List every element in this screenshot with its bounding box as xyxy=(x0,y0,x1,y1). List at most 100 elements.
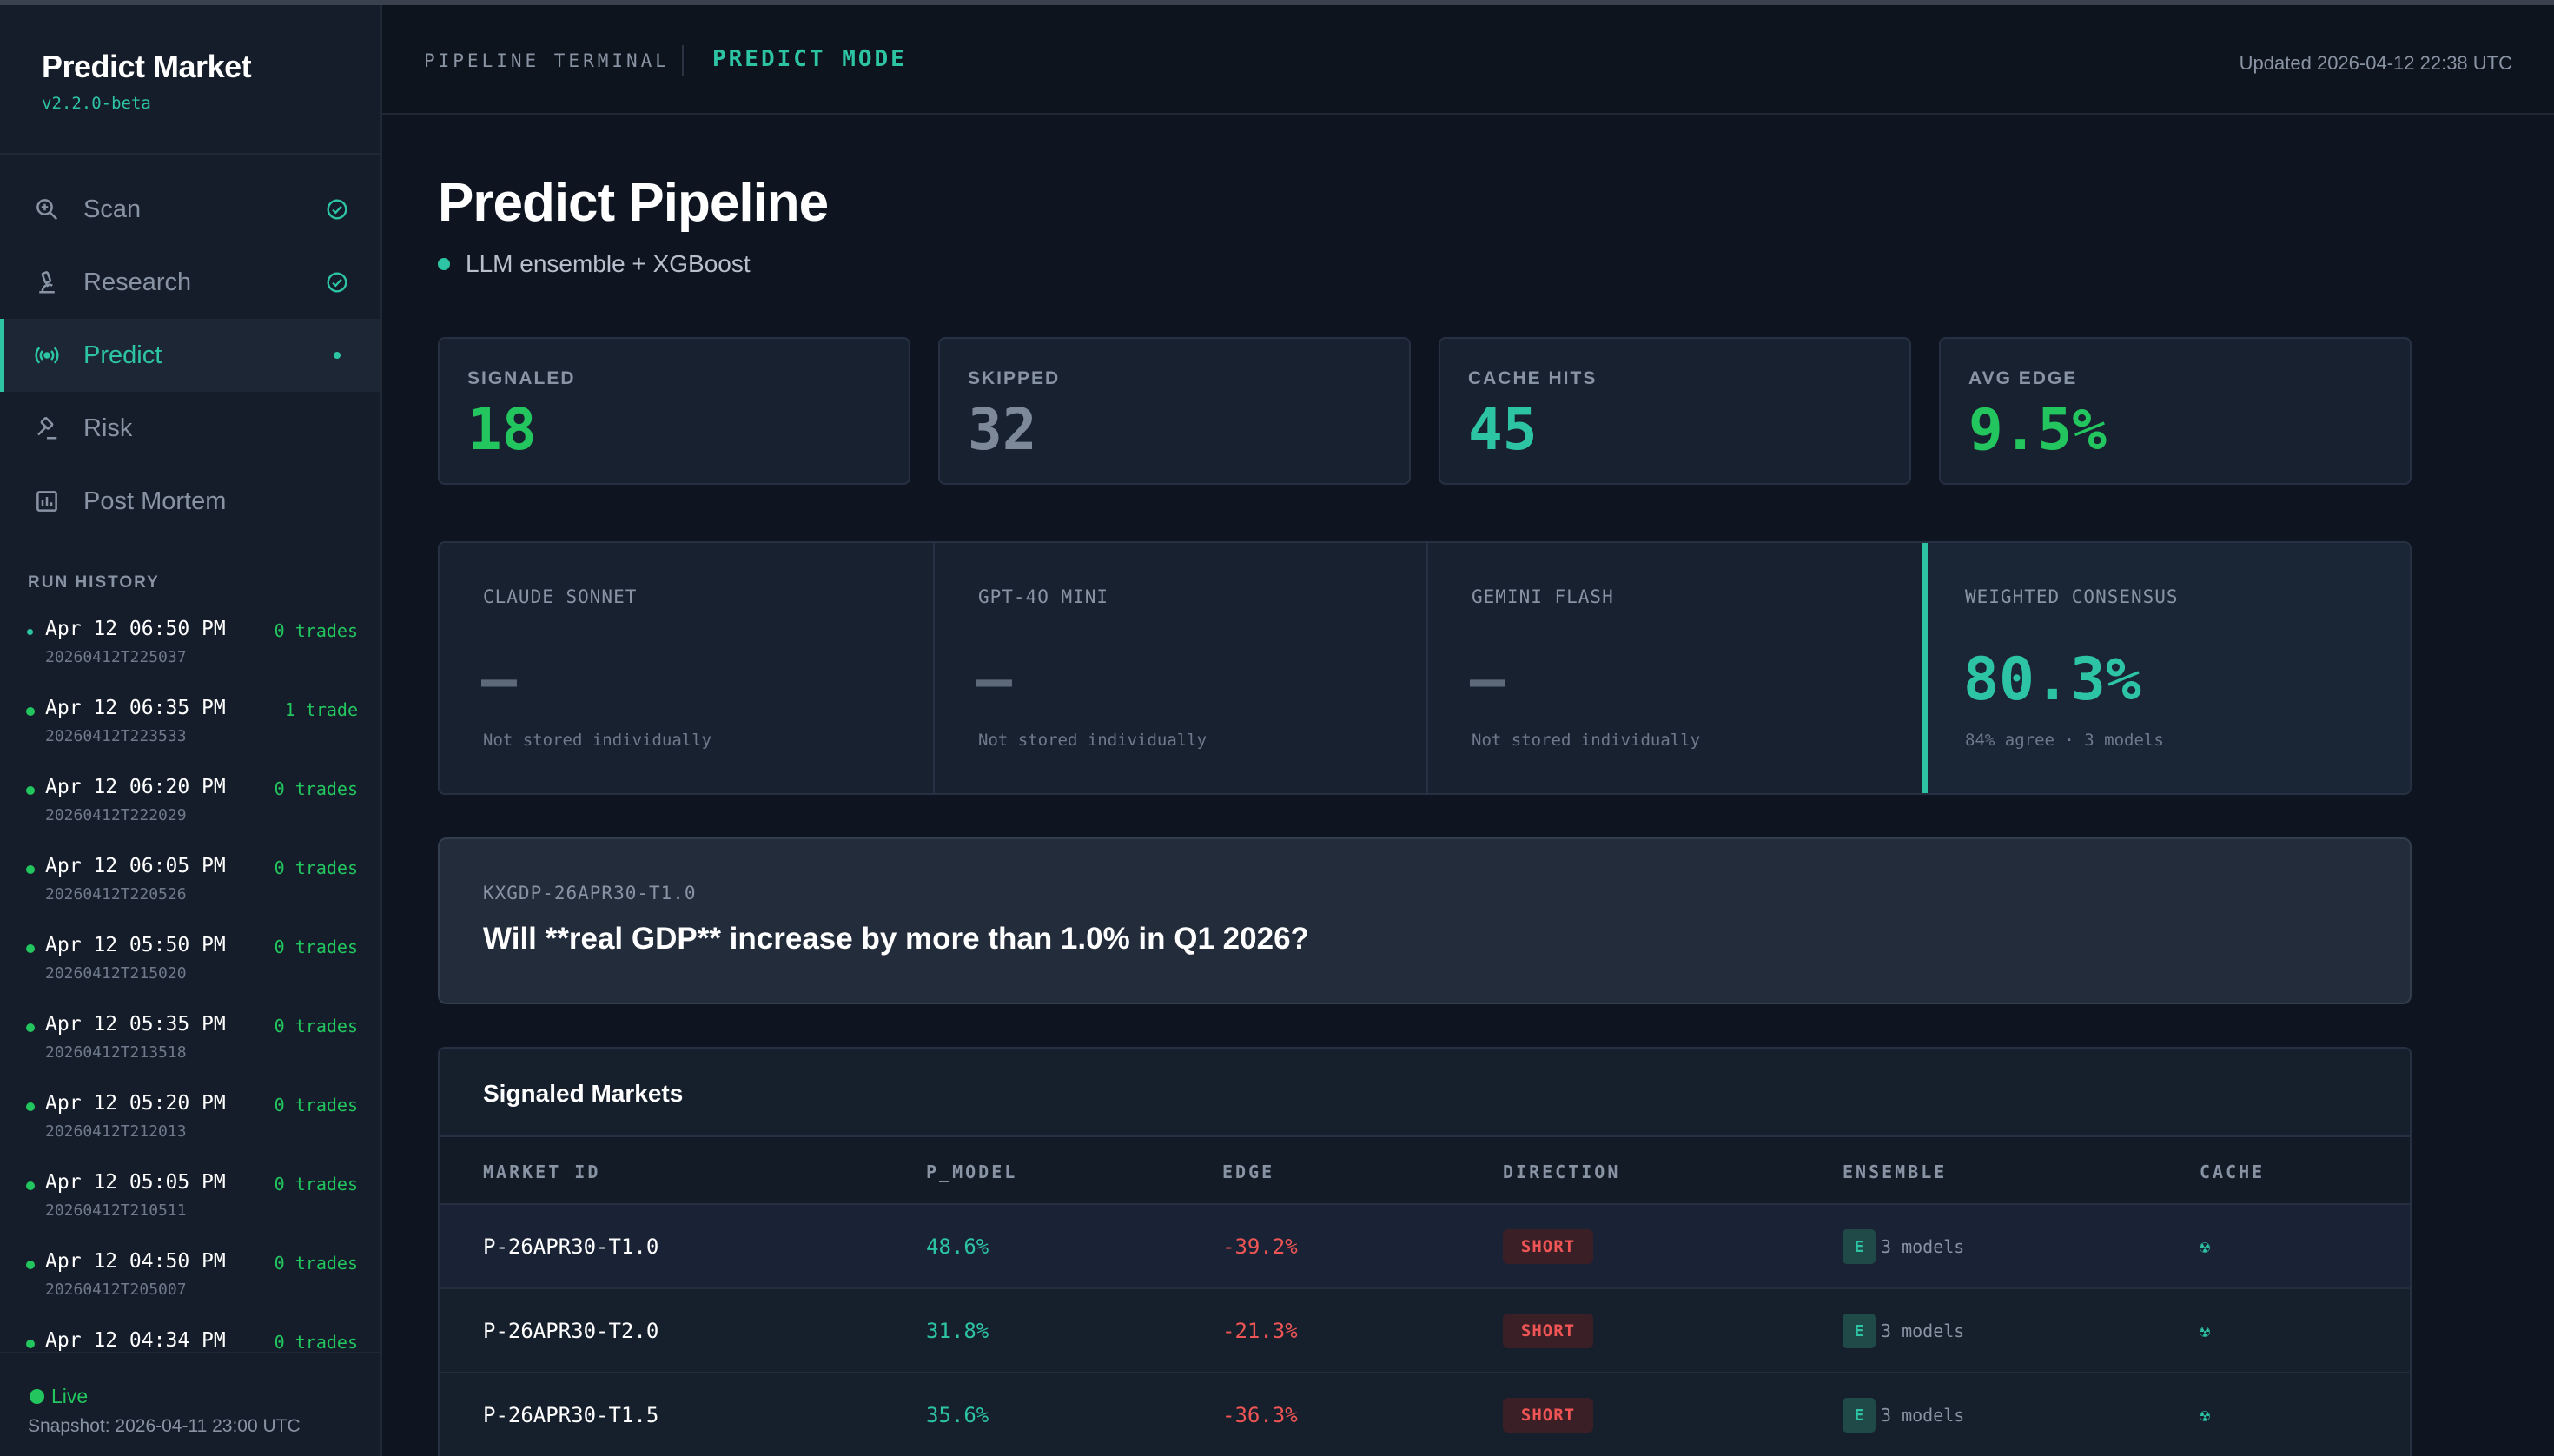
sidebar-item-risk[interactable]: Risk xyxy=(0,392,380,465)
status-dot-icon xyxy=(26,1023,35,1032)
run-item[interactable]: Apr 12 06:35 PM 20260412T223533 1 trade xyxy=(0,692,380,771)
run-history-list[interactable]: Apr 12 06:50 PM 20260412T225037 0 trades… xyxy=(0,613,380,1352)
p-model-cell: 48.6% xyxy=(926,1234,989,1259)
status-dot-icon xyxy=(26,1261,35,1269)
stat-label: SKIPPED xyxy=(968,368,1061,388)
edge-cell: -36.3% xyxy=(1222,1403,1298,1427)
scan-icon xyxy=(33,195,61,223)
column-header[interactable]: MARKET ID xyxy=(483,1161,601,1182)
run-trades: 1 trade xyxy=(284,699,358,720)
status-dot-icon xyxy=(26,1102,35,1111)
table-row[interactable]: P-26APR30-T2.0 31.8% -21.3% SHORT E 3 mo… xyxy=(440,1289,2410,1373)
run-item[interactable]: Apr 12 04:50 PM 20260412T205007 0 trades xyxy=(0,1246,380,1325)
stat-card-signaled: SIGNALED 18 xyxy=(438,337,910,485)
page-subtitle: LLM ensemble + XGBoost xyxy=(438,250,751,278)
status-dot-icon xyxy=(27,629,33,635)
sidebar-item-label: Risk xyxy=(83,414,133,442)
run-item[interactable]: Apr 12 06:05 PM 20260412T220526 0 trades xyxy=(0,850,380,930)
run-trades: 0 trades xyxy=(274,778,358,799)
model-panel: CLAUDE SONNET — Not stored individually … xyxy=(438,541,2412,795)
model-note: Not stored individually xyxy=(1472,731,1701,750)
snapshot-time: Snapshot: 2026-04-11 23:00 UTC xyxy=(28,1416,301,1436)
divider xyxy=(0,153,380,155)
column-header[interactable]: CACHE xyxy=(2200,1161,2266,1182)
direction-badge: SHORT xyxy=(1503,1314,1593,1348)
signaled-markets-table: Signaled Markets MARKET ID P_MODEL EDGE … xyxy=(438,1047,2412,1456)
check-circle-icon xyxy=(325,197,349,222)
run-trades: 0 trades xyxy=(274,857,358,878)
cache-icon: ☢ xyxy=(2200,1405,2211,1426)
ensemble-badge: E xyxy=(1843,1314,1876,1348)
run-id: 20260412T213518 xyxy=(45,1043,187,1062)
page-title: Predict Pipeline xyxy=(438,173,829,233)
market-id-cell: P-26APR30-T2.0 xyxy=(483,1319,659,1343)
stat-card-cache-hits: CACHE HITS 45 xyxy=(1439,337,1911,485)
run-item[interactable]: Apr 12 05:50 PM 20260412T215020 0 trades xyxy=(0,930,380,1009)
sidebar-item-label: Predict xyxy=(83,341,162,369)
mode-label: PREDICT MODE xyxy=(712,46,907,72)
model-card-claude-sonnet: CLAUDE SONNET — Not stored individually xyxy=(440,543,935,793)
market-question-card[interactable]: KXGDP-26APR30-T1.0 Will **real GDP** inc… xyxy=(438,837,2412,1004)
terminal-label: PIPELINE TERMINAL xyxy=(424,50,670,71)
column-header[interactable]: ENSEMBLE xyxy=(1843,1161,1948,1182)
edge-cell: -39.2% xyxy=(1222,1234,1298,1259)
weighted-consensus-card: WEIGHTED CONSENSUS 80.3% 84% agree · 3 m… xyxy=(1922,543,2410,793)
stat-label: SIGNALED xyxy=(467,368,576,388)
run-id: 20260412T215020 xyxy=(45,964,187,983)
status-dot-icon xyxy=(26,944,35,953)
run-id: 20260412T220526 xyxy=(45,885,187,903)
chart-box-icon xyxy=(33,487,61,515)
run-time: Apr 12 05:20 PM xyxy=(45,1092,226,1115)
run-trades: 0 trades xyxy=(274,1253,358,1274)
run-time: Apr 12 05:05 PM xyxy=(45,1171,226,1194)
sidebar-item-research[interactable]: Research xyxy=(0,246,380,319)
run-id: 20260412T212013 xyxy=(45,1122,187,1141)
broadcast-icon xyxy=(33,341,61,369)
run-time: Apr 12 04:34 PM xyxy=(45,1329,226,1352)
sidebar-item-post-mortem[interactable]: Post Mortem xyxy=(0,465,380,538)
check-circle-icon xyxy=(325,270,349,295)
edge-cell: -21.3% xyxy=(1222,1319,1298,1343)
model-value: — xyxy=(976,645,1012,714)
p-model-cell: 35.6% xyxy=(926,1403,989,1427)
brand-title: Predict Market xyxy=(42,49,252,84)
stat-value: 32 xyxy=(968,396,1037,463)
sidebar-item-label: Post Mortem xyxy=(83,486,227,515)
run-item[interactable]: Apr 12 06:50 PM 20260412T225037 0 trades xyxy=(0,613,380,692)
sidebar-item-scan[interactable]: Scan xyxy=(0,173,380,246)
model-card-gemini-flash: GEMINI FLASH — Not stored individually xyxy=(1428,543,1922,793)
run-item[interactable]: Apr 12 04:34 PM 0 trades xyxy=(0,1325,380,1352)
live-dot-icon xyxy=(30,1389,44,1404)
run-item[interactable]: Apr 12 06:20 PM 20260412T222029 0 trades xyxy=(0,771,380,850)
stat-label: AVG EDGE xyxy=(1968,368,2078,388)
market-id-cell: P-26APR30-T1.0 xyxy=(483,1234,659,1259)
status-dot-icon xyxy=(26,865,35,874)
stat-label: CACHE HITS xyxy=(1468,368,1598,388)
window-top-border xyxy=(0,0,2554,5)
model-value: — xyxy=(481,645,517,714)
run-trades: 0 trades xyxy=(274,1174,358,1195)
stat-value: 45 xyxy=(1468,396,1538,463)
run-item[interactable]: Apr 12 05:20 PM 20260412T212013 0 trades xyxy=(0,1088,380,1167)
ensemble-cell: 3 models xyxy=(1881,1405,1965,1426)
sidebar-item-label: Scan xyxy=(83,195,142,223)
run-item[interactable]: Apr 12 05:05 PM 20260412T210511 0 trades xyxy=(0,1167,380,1246)
run-trades: 0 trades xyxy=(274,1332,358,1352)
table-row[interactable]: P-26APR30-T1.0 48.6% -39.2% SHORT E 3 mo… xyxy=(440,1205,2410,1289)
stat-value: 9.5% xyxy=(1968,396,2107,463)
ensemble-cell: 3 models xyxy=(1881,1320,1965,1341)
gavel-icon xyxy=(33,414,61,442)
model-note: Not stored individually xyxy=(483,731,712,750)
table-row[interactable]: P-26APR30-T1.5 35.6% -36.3% SHORT E 3 mo… xyxy=(440,1373,2410,1456)
column-header[interactable]: DIRECTION xyxy=(1503,1161,1621,1182)
sidebar-item-predict[interactable]: Predict xyxy=(0,319,380,392)
status-dot-icon xyxy=(26,1181,35,1190)
column-header[interactable]: EDGE xyxy=(1222,1161,1275,1182)
run-item[interactable]: Apr 12 05:35 PM 20260412T213518 0 trades xyxy=(0,1009,380,1088)
column-header[interactable]: P_MODEL xyxy=(926,1161,1018,1182)
updated-timestamp: Updated 2026-04-12 22:38 UTC xyxy=(2239,52,2512,74)
consensus-label: WEIGHTED CONSENSUS xyxy=(1965,586,2179,607)
model-note: Not stored individually xyxy=(978,731,1208,750)
table-header: MARKET ID P_MODEL EDGE DIRECTION ENSEMBL… xyxy=(440,1135,2410,1205)
consensus-note: 84% agree · 3 models xyxy=(1965,731,2164,750)
